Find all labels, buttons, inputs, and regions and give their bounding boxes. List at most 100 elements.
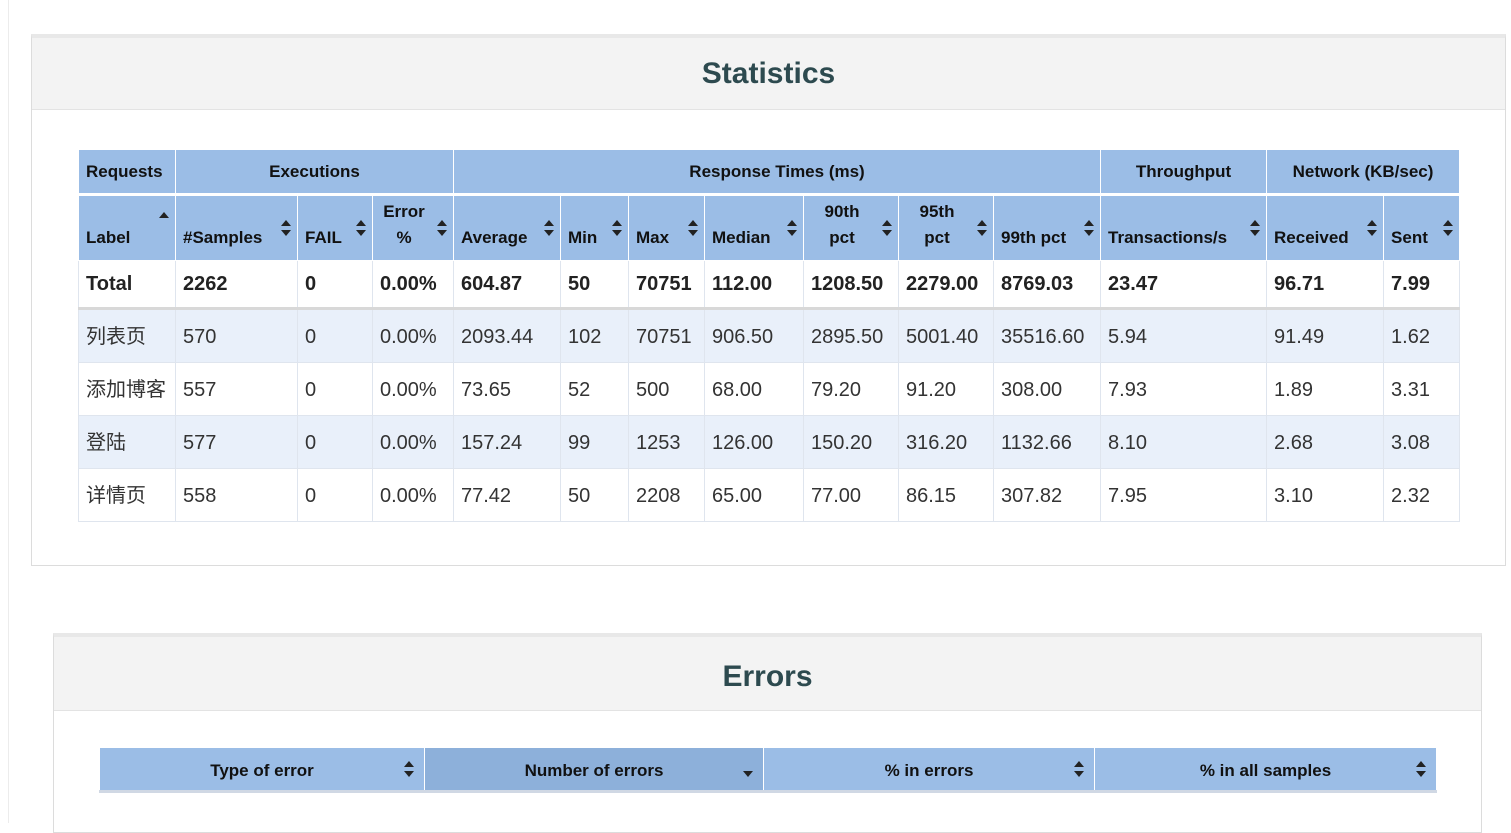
sort-both-icon (1084, 220, 1095, 236)
cell-p90: 2895.50 (803, 308, 899, 363)
cell-error: 0.00% (372, 415, 454, 469)
col-received-text: Received (1274, 228, 1349, 247)
col-sent-text: Sent (1391, 228, 1428, 247)
cell-received: 91.49 (1266, 308, 1385, 363)
col-p90-text-line2: pct (829, 228, 855, 247)
col-header-95th-pct[interactable]: 95th pct (898, 193, 994, 261)
col-p95-text-line1: 95th (919, 202, 955, 221)
cell-p95: 2279.00 (898, 260, 994, 310)
col-median-text: Median (712, 228, 771, 247)
cell-p90: 150.20 (803, 415, 899, 469)
col-samples-text: #Samples (183, 228, 263, 247)
cell-fail: 0 (297, 415, 373, 469)
sort-both-icon (1074, 761, 1084, 777)
col-header-sent[interactable]: Sent (1383, 193, 1461, 261)
col-number-text: Number of errors (524, 761, 664, 780)
col-header-average[interactable]: Average (453, 193, 561, 261)
cell-samples: 570 (175, 308, 298, 363)
cell-samples: 577 (175, 415, 298, 469)
cell-transactions: 8.10 (1100, 415, 1268, 469)
cell-fail: 0 (297, 468, 373, 522)
cell-average: 604.87 (453, 260, 561, 310)
col-pct-all-text: % in all samples (1199, 761, 1332, 780)
cell-p95: 91.20 (898, 362, 994, 416)
sort-both-icon (882, 220, 892, 236)
col-header-transactions[interactable]: Transactions/s (1100, 193, 1268, 261)
statistics-table: Requests Executions Response Times (ms) … (78, 149, 1461, 522)
col-header-fail[interactable]: FAIL (297, 193, 373, 261)
cell-samples: 2262 (175, 260, 298, 310)
col-header-received[interactable]: Received (1266, 193, 1385, 261)
cell-received: 1.89 (1266, 362, 1385, 416)
col-header-pct-in-errors[interactable]: % in errors (763, 747, 1095, 793)
errors-panel: Errors Type of error Number of errors % … (53, 633, 1482, 833)
table-row: 添加博客 557 0 0.00% 73.65 52 500 68.00 79.2… (78, 362, 1461, 416)
col-header-label[interactable]: Label (78, 193, 176, 261)
errors-title: Errors (722, 660, 813, 693)
cell-median: 126.00 (704, 415, 804, 469)
col-min-text: Min (568, 228, 598, 247)
sort-both-icon (612, 220, 622, 236)
cell-label: 详情页 (78, 468, 176, 522)
statistics-panel: Statistics Requests Executions Response … (31, 34, 1506, 566)
cell-sent: 3.08 (1383, 415, 1461, 469)
cell-max: 70751 (628, 308, 705, 363)
col-header-error-pct[interactable]: Error % (372, 193, 454, 261)
table-row: 登陆 577 0 0.00% 157.24 99 1253 126.00 150… (78, 415, 1461, 469)
sort-both-icon (1416, 761, 1426, 777)
cell-p99: 35516.60 (992, 308, 1102, 363)
col-average-text: Average (461, 228, 528, 247)
col-transactions-text: Transactions/s (1108, 228, 1228, 247)
col-header-min[interactable]: Min (560, 193, 629, 261)
col-header-max[interactable]: Max (628, 193, 705, 261)
sort-both-icon (356, 220, 366, 236)
sort-both-icon (544, 220, 554, 236)
cell-p95: 316.20 (898, 415, 994, 469)
group-throughput: Throughput (1100, 149, 1268, 195)
col-p90-text-line1: 90th (824, 202, 860, 221)
cell-p90: 77.00 (803, 468, 899, 522)
sort-desc-icon (743, 761, 753, 777)
cell-transactions: 23.47 (1100, 260, 1268, 310)
cell-received: 3.10 (1266, 468, 1385, 522)
cell-average: 73.65 (453, 362, 561, 416)
cell-min: 50 (560, 468, 629, 522)
cell-median: 65.00 (704, 468, 804, 522)
col-header-median[interactable]: Median (704, 193, 804, 261)
cell-max: 1253 (628, 415, 705, 469)
cell-min: 99 (560, 415, 629, 469)
col-type-text: Type of error (210, 761, 314, 780)
cell-max: 500 (628, 362, 705, 416)
col-header-samples[interactable]: #Samples (175, 193, 298, 261)
cell-average: 157.24 (453, 415, 561, 469)
cell-p99: 308.00 (992, 362, 1102, 416)
statistics-title: Statistics (701, 57, 836, 90)
sort-both-icon (1443, 220, 1454, 236)
cell-sent: 3.31 (1383, 362, 1461, 416)
cell-max: 70751 (628, 260, 705, 310)
col-header-number-of-errors[interactable]: Number of errors (424, 747, 764, 793)
col-header-99th-pct[interactable]: 99th pct (992, 193, 1102, 261)
col-header-type-of-error[interactable]: Type of error (99, 747, 425, 793)
sort-both-icon (688, 220, 698, 236)
total-row: Total 2262 0 0.00% 604.87 50 70751 112.0… (78, 260, 1461, 310)
col-p99-text: 99th pct (1001, 228, 1067, 247)
cell-fail: 0 (297, 362, 373, 416)
group-executions: Executions (175, 149, 454, 195)
col-error-text-line2: % (396, 228, 412, 247)
col-label-text: Label (86, 228, 131, 247)
errors-heading: Errors (54, 637, 1481, 711)
cell-p90: 1208.50 (803, 260, 899, 310)
col-max-text: Max (636, 228, 670, 247)
col-fail-text: FAIL (305, 228, 342, 247)
sort-both-icon (1367, 220, 1378, 236)
cell-p99: 307.82 (992, 468, 1102, 522)
sort-both-icon (281, 220, 291, 236)
cell-min: 102 (560, 308, 629, 363)
cell-fail: 0 (297, 308, 373, 363)
cell-min: 50 (560, 260, 629, 310)
col-header-90th-pct[interactable]: 90th pct (803, 193, 899, 261)
col-header-pct-in-all-samples[interactable]: % in all samples (1094, 747, 1437, 793)
cell-average: 2093.44 (453, 308, 561, 363)
left-border-line (8, 0, 9, 823)
